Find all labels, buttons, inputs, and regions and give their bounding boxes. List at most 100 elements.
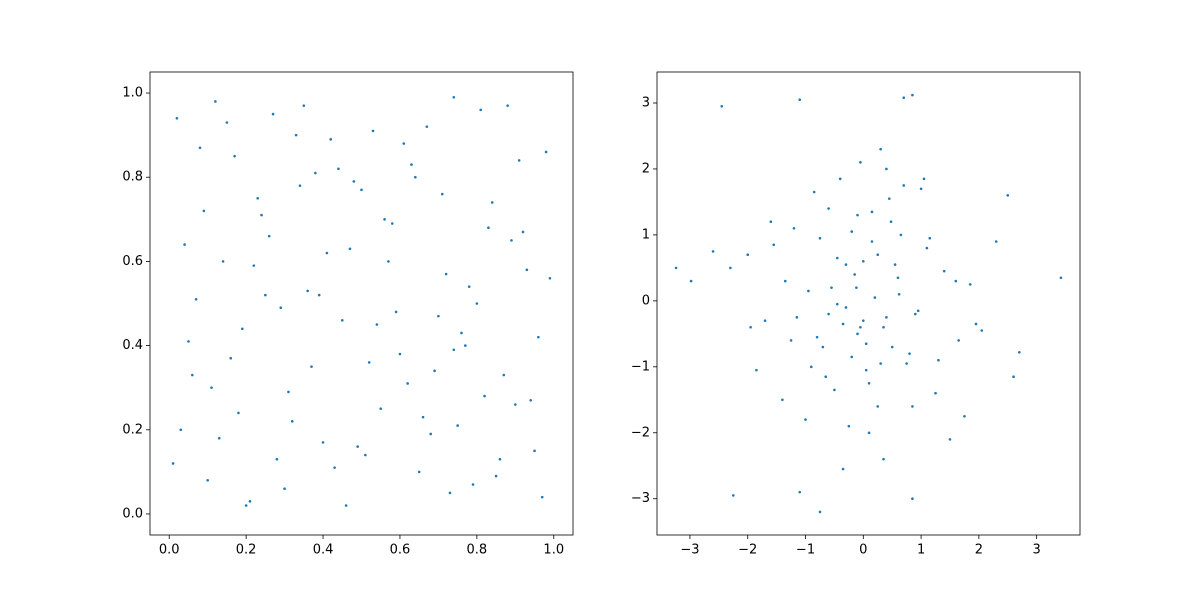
point [905, 362, 908, 365]
point [464, 344, 467, 347]
point [968, 283, 972, 286]
x-tick-label: 0.2 [236, 543, 257, 558]
y-tick-label: 3 [642, 95, 650, 110]
point [533, 449, 536, 453]
point [437, 314, 440, 318]
point [375, 323, 379, 326]
point [314, 171, 317, 175]
point [824, 375, 828, 379]
point [879, 147, 882, 151]
x-tick-label: 3 [1033, 543, 1041, 558]
point [798, 490, 802, 494]
y-tick-label: 0.4 [122, 338, 143, 353]
point [452, 95, 456, 99]
point [885, 316, 888, 319]
point [870, 210, 874, 214]
point [856, 332, 859, 336]
point [440, 192, 444, 196]
point [229, 356, 233, 360]
point [896, 276, 900, 280]
point [859, 161, 862, 164]
point [244, 504, 248, 507]
point [214, 100, 217, 103]
point [306, 289, 309, 293]
point [855, 286, 858, 289]
x-tick-label: 0.6 [390, 543, 411, 558]
axes-frame [149, 71, 574, 536]
point [302, 104, 306, 107]
point [889, 220, 893, 224]
point [279, 306, 283, 310]
point [433, 369, 436, 373]
x-tick-label: 1 [917, 543, 925, 558]
point [749, 325, 752, 329]
y-tick-label: 0.2 [122, 422, 143, 437]
point [294, 133, 298, 137]
point [448, 491, 452, 495]
point [689, 279, 693, 283]
point [494, 474, 498, 478]
point [487, 226, 490, 230]
point [506, 104, 509, 107]
point [830, 286, 833, 289]
point [755, 368, 758, 372]
point [882, 457, 885, 461]
point [344, 504, 348, 507]
point [827, 312, 830, 316]
point [870, 240, 874, 243]
point [275, 457, 279, 461]
point [321, 441, 325, 444]
point [240, 327, 244, 331]
point [337, 167, 340, 171]
point [256, 196, 259, 200]
point [888, 197, 891, 200]
point [267, 234, 271, 238]
point [841, 322, 845, 326]
point [911, 497, 914, 501]
point [804, 418, 807, 421]
point [210, 386, 213, 389]
point [914, 312, 917, 316]
point [521, 230, 525, 234]
point [864, 368, 868, 372]
point [850, 355, 854, 359]
x-tick-label: 1.0 [543, 543, 564, 558]
point [882, 325, 885, 329]
point [922, 177, 926, 181]
point [899, 233, 903, 237]
point [980, 329, 984, 332]
point [514, 403, 517, 406]
point [394, 310, 398, 314]
point [290, 420, 294, 423]
point [850, 230, 854, 233]
x-tick-label: −3 [680, 543, 699, 558]
point [948, 438, 952, 441]
point [937, 358, 940, 362]
point [383, 218, 386, 221]
point [398, 352, 402, 356]
point [942, 269, 946, 273]
point [818, 510, 822, 514]
point [847, 424, 851, 428]
point [731, 494, 735, 497]
point [198, 146, 202, 150]
point [902, 184, 906, 187]
point [310, 365, 313, 368]
point [183, 243, 186, 246]
point [364, 453, 367, 457]
point [490, 201, 494, 204]
point [444, 272, 448, 276]
point [537, 335, 540, 339]
point [957, 339, 960, 342]
point [252, 264, 256, 267]
point [835, 256, 839, 260]
point [548, 276, 552, 280]
point [821, 345, 825, 349]
point [425, 125, 429, 129]
point [974, 322, 978, 326]
point [812, 190, 816, 194]
point [410, 163, 413, 166]
point [885, 167, 888, 171]
point [807, 289, 810, 293]
point [498, 457, 502, 461]
